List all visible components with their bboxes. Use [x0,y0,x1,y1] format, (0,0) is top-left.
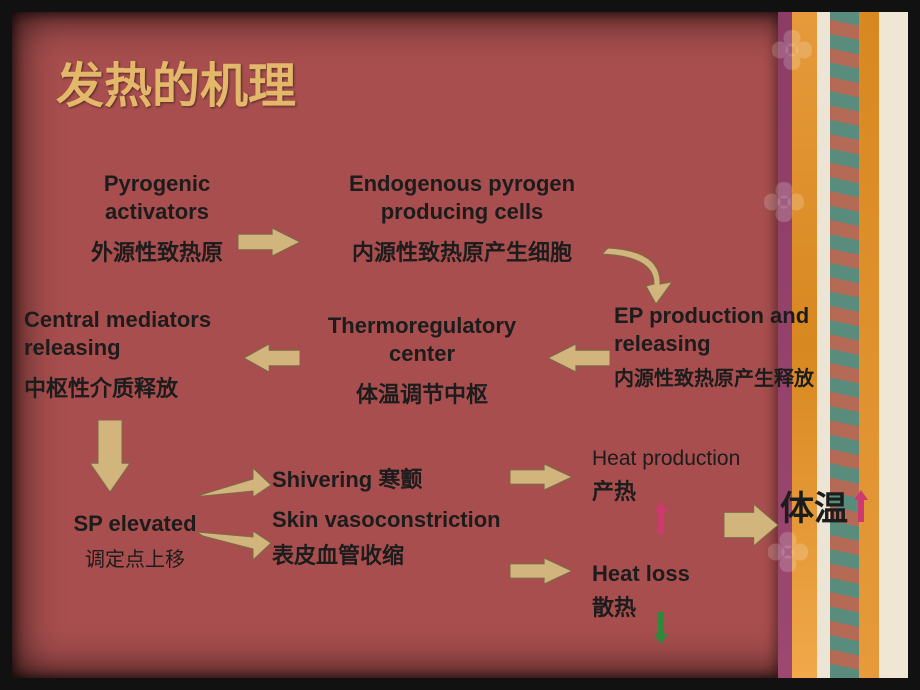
arrow-a9 [510,558,572,584]
label-zh: 体温调节中枢 [302,381,542,409]
presentation-frame: 发热的机理 Pyrogenic activators 外源性致热原 Endoge… [0,0,920,690]
arrow-a3 [548,344,610,372]
label-en: Shivering 寒颤 [272,466,492,494]
arrow-a8 [510,464,572,490]
slide-title: 发热的机理 [56,46,296,116]
label-zh: 产热 [592,478,752,506]
mini-arrow-up2 [854,490,868,527]
arrow-a5 [90,420,130,492]
stripe [879,12,908,678]
label-en: EP production and releasing [614,302,874,357]
node-ep-release: EP production and releasing 内源性致热原产生释放 [614,302,874,392]
label-en: Pyrogenic activators [62,170,252,225]
label-en: SP elevated [50,510,220,538]
flower-icon [764,182,804,222]
label-zh: 调定点上移 [50,548,220,573]
node-vaso: Skin vasoconstriction 表皮血管收缩 [272,506,512,569]
arrow-a2 [602,248,672,304]
label-zh: 内源性致热原产生释放 [614,367,874,392]
label-zh: 内源性致热原产生细胞 [312,239,612,267]
slide: 发热的机理 Pyrogenic activators 外源性致热原 Endoge… [12,12,908,678]
arrow-a4 [244,344,300,372]
node-pyrogenic: Pyrogenic activators 外源性致热原 [62,170,252,267]
node-shivering: Shivering 寒颤 [272,466,492,494]
label-en: Endogenous pyrogen producing cells [312,170,612,225]
label-zh: 中枢性介质释放 [24,375,254,403]
node-thermo: Thermoregulatory center 体温调节中枢 [302,312,542,409]
label-en: Central mediators releasing [24,306,254,361]
arrow-a7 [197,532,271,560]
flower-icon [772,30,812,70]
node-endo-cells: Endogenous pyrogen producing cells 内源性致热… [312,170,612,267]
label-en: Thermoregulatory center [302,312,542,367]
label-en: Heat loss [592,560,742,588]
arrow-a10 [724,504,778,546]
node-heat-prod: Heat production 产热 [592,446,752,506]
node-central: Central mediators releasing 中枢性介质释放 [24,306,254,403]
mini-arrow-up1 [654,502,668,539]
label-zh: 表皮血管收缩 [272,542,512,570]
label-en: Skin vasoconstriction [272,506,512,534]
label-zh: 外源性致热原 [62,239,252,267]
arrow-a1 [238,228,300,256]
arrow-a6 [197,468,271,496]
node-sp: SP elevated 调定点上移 [50,510,220,573]
label-en: Heat production [592,446,752,472]
mini-arrow-dn1 [654,612,668,649]
